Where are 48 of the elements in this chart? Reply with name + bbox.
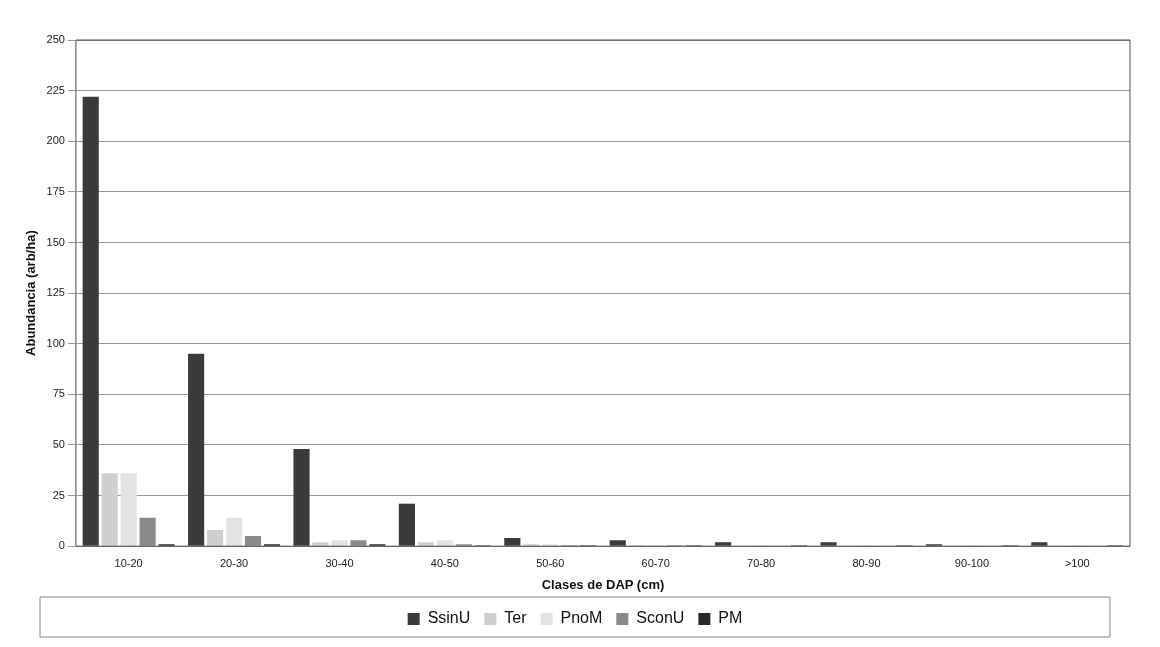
bar xyxy=(207,530,224,546)
x-axis-title: Clases de DAP (cm) xyxy=(541,576,665,592)
legend-label: SconU xyxy=(636,609,685,627)
x-tick-label: 80-90 xyxy=(852,556,881,569)
legend-label: Ter xyxy=(504,609,528,627)
y-tick-label: 25 xyxy=(52,488,65,501)
x-tick-label: >100 xyxy=(1064,556,1090,569)
x-tick-label: 50-60 xyxy=(536,556,565,569)
y-tick-label: 75 xyxy=(52,387,65,400)
bar xyxy=(139,517,156,546)
y-tick-label: 175 xyxy=(46,184,65,197)
x-tick-label: 70-80 xyxy=(747,556,776,569)
x-tick-label: 30-40 xyxy=(325,556,354,569)
y-tick-label: 0 xyxy=(58,539,65,552)
bar xyxy=(101,473,118,546)
y-tick-label: 150 xyxy=(46,235,65,248)
legend-label: PnoM xyxy=(560,609,603,627)
y-tick-label: 200 xyxy=(46,134,65,147)
legend-label: SsinU xyxy=(427,609,471,627)
x-tick-label: 20-30 xyxy=(219,556,249,569)
bar xyxy=(82,96,99,546)
bar xyxy=(1031,542,1048,546)
bar xyxy=(715,542,732,546)
x-tick-label: 90-100 xyxy=(954,556,990,569)
y-tick-label: 225 xyxy=(46,83,65,96)
bar xyxy=(120,473,137,546)
bar xyxy=(820,542,837,546)
y-tick-label: 50 xyxy=(52,437,65,450)
legend-label: PM xyxy=(718,609,743,627)
bar xyxy=(331,540,348,546)
bar xyxy=(226,517,243,546)
y-tick-label: 250 xyxy=(46,33,65,46)
bar xyxy=(609,540,626,546)
y-tick-label: 125 xyxy=(46,286,65,299)
x-tick-label: 60-70 xyxy=(641,556,670,569)
bar xyxy=(293,449,310,546)
bar xyxy=(436,540,453,546)
bar xyxy=(244,536,262,546)
bar xyxy=(417,542,434,546)
x-tick-label: 10-20 xyxy=(114,556,143,569)
x-tick-label: 40-50 xyxy=(430,556,459,569)
bar xyxy=(188,353,205,546)
y-axis-title: Abundancia (arb/ha) xyxy=(23,230,39,356)
bar xyxy=(398,503,415,546)
bar xyxy=(504,538,521,546)
bar xyxy=(350,540,367,546)
y-tick-label: 100 xyxy=(46,336,65,349)
bar xyxy=(312,542,329,546)
